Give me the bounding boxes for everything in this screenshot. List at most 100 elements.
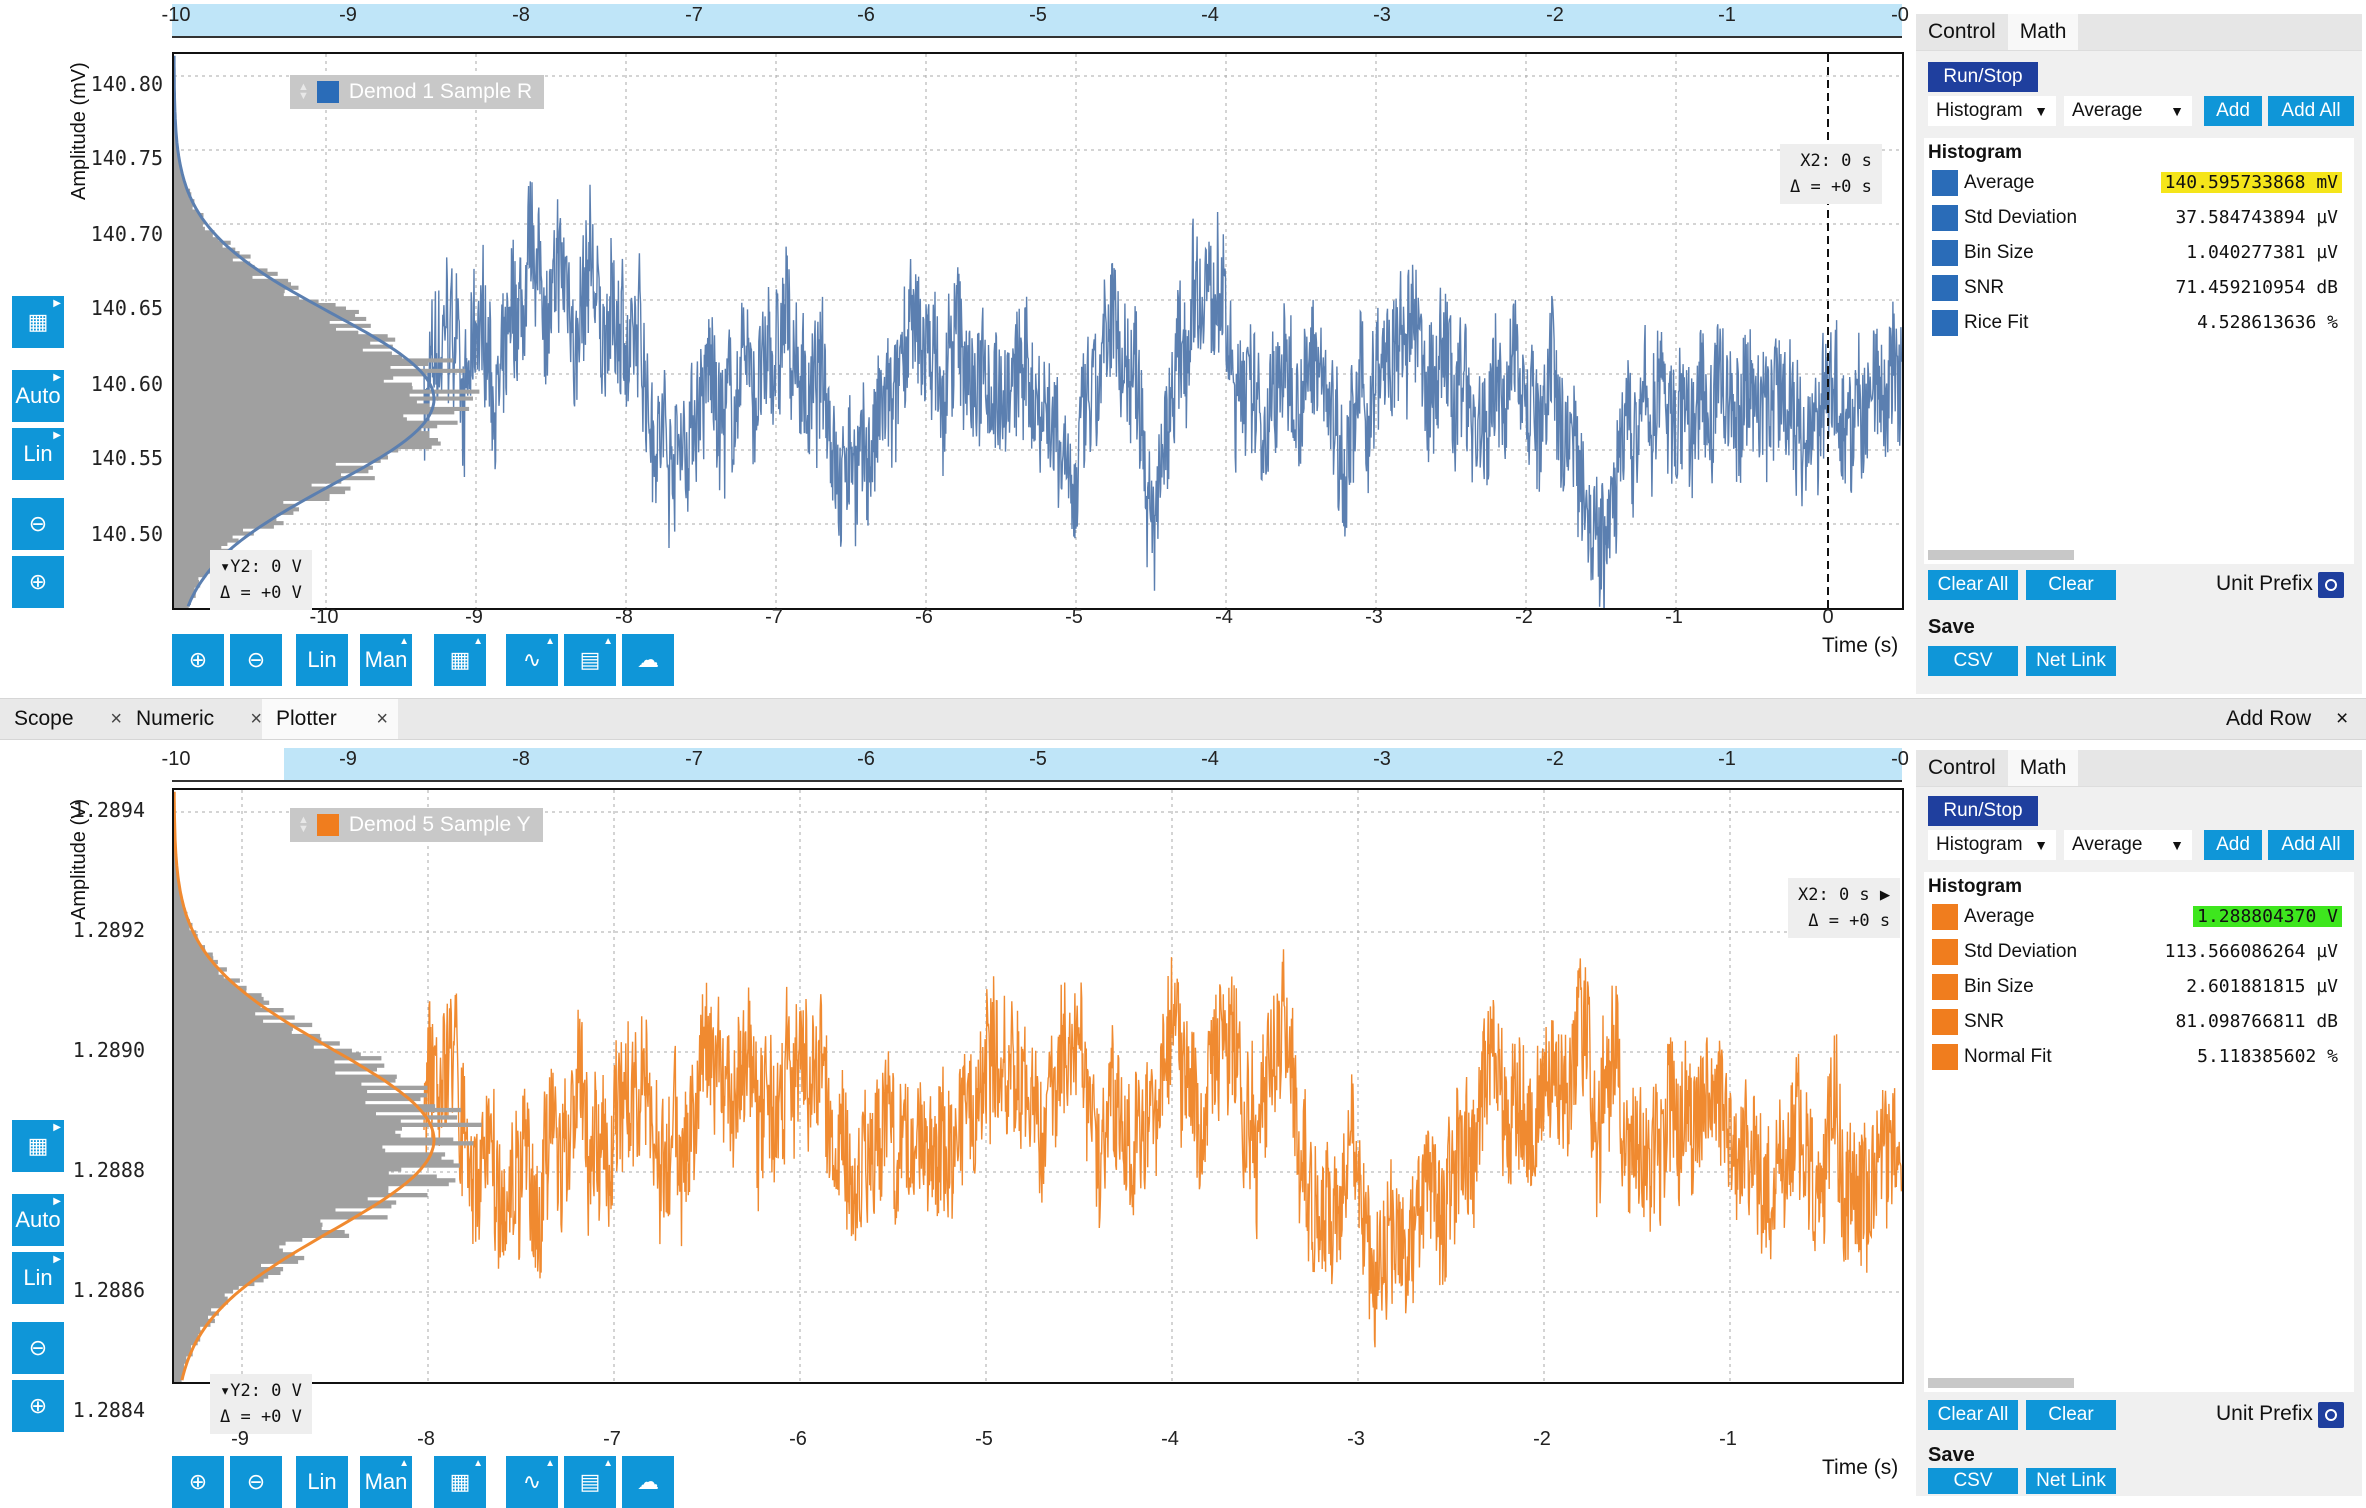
zoom-in-y-button[interactable]: ⊕ (12, 1380, 64, 1432)
grid-button[interactable]: ▦ ▶ (12, 1120, 64, 1172)
clear-all-button[interactable]: Clear All (1928, 570, 2018, 600)
tab-plotter[interactable]: Plotter × (262, 699, 398, 739)
clear-button[interactable]: Clear (2026, 570, 2116, 600)
auto-scale-button[interactable]: Auto ▶ (12, 1194, 64, 1246)
close-icon[interactable]: × (2336, 707, 2349, 730)
net-link-button[interactable]: Net Link (2026, 646, 2116, 676)
export-button[interactable]: ▤ ▲ (564, 1456, 616, 1508)
histogram-bin (174, 1170, 389, 1176)
tab-math[interactable]: Math (2007, 750, 2079, 786)
result-row[interactable]: Bin Size 2.601881815 µV (1932, 974, 2352, 1002)
result-row[interactable]: Rice Fit 4.528613636 % (1932, 310, 2352, 338)
net-link-button[interactable]: Net Link (2026, 1468, 2116, 1494)
result-row[interactable]: SNR 71.459210954 dB (1932, 275, 2352, 303)
histogram-bin (174, 1174, 437, 1179)
tab-scope[interactable]: Scope × (0, 699, 132, 739)
series-swatch (1932, 205, 1958, 231)
unit-prefix-toggle[interactable] (2318, 1402, 2344, 1428)
x-range-button[interactable]: Man ▲ (360, 1456, 412, 1508)
add-button[interactable]: Add (2204, 830, 2262, 860)
csv-button[interactable]: CSV (1928, 1468, 2018, 1494)
x-range-button[interactable]: Man ▲ (360, 634, 412, 686)
result-row[interactable]: SNR 81.098766811 dB (1932, 1009, 2352, 1037)
add-row-button[interactable]: Add Row (2226, 707, 2312, 730)
result-row[interactable]: Normal Fit 5.118385602 % (1932, 1044, 2352, 1072)
upload-button[interactable]: ☁ (622, 634, 674, 686)
histogram-bin (174, 521, 284, 526)
csv-button[interactable]: CSV (1928, 646, 2018, 676)
overview-tick-label: -6 (857, 4, 875, 26)
close-icon[interactable]: × (110, 708, 122, 730)
plot-area[interactable] (172, 52, 1904, 610)
bottom-time-overview-axis[interactable]: -10 -9 -8 -7 -6 -5 -4 -3 -2 -1 -0 (162, 748, 1909, 782)
run-stop-button[interactable]: Run/Stop (1928, 796, 2038, 826)
zoom-in-y-button[interactable]: ⊕ (12, 556, 64, 608)
horizontal-scrollbar[interactable] (1928, 1378, 2074, 1388)
histogram-bin (174, 348, 363, 353)
statistic-select[interactable]: Average ▼ (2064, 96, 2192, 126)
x-tick-label: -6 (789, 1428, 807, 1450)
add-all-button[interactable]: Add All (2268, 830, 2354, 860)
cloud-upload-icon: ☁ (637, 647, 659, 672)
result-row[interactable]: Std Deviation 37.584743894 µV (1932, 205, 2352, 233)
button-label: Lin (307, 647, 337, 672)
run-stop-button[interactable]: Run/Stop (1928, 62, 2038, 92)
grid-button[interactable]: ▦ ▲ (434, 1456, 486, 1508)
result-row[interactable]: Bin Size 1.040277381 µV (1932, 240, 2352, 268)
statistic-select[interactable]: Average ▼ (2064, 830, 2192, 860)
clear-button[interactable]: Clear (2026, 1400, 2116, 1430)
top-time-overview-axis[interactable]: -10 -9 -8 -7 -6 -5 -4 -3 -2 -1 -0 (162, 4, 1909, 38)
export-button[interactable]: ▤ ▲ (564, 634, 616, 686)
result-row[interactable]: Average 1.288804370 V (1932, 904, 2352, 932)
operation-select[interactable]: Histogram ▼ (1928, 96, 2056, 126)
histogram-bin (174, 1281, 255, 1287)
histogram-bin (174, 1363, 184, 1368)
histogram-bin (174, 1037, 322, 1042)
grid-button[interactable]: ▦ ▶ (12, 296, 64, 348)
result-value: 5.118385602 % (2197, 1046, 2338, 1067)
series-legend[interactable]: ▲ ▼ Demod 1 Sample R (290, 75, 545, 109)
x-scale-button[interactable]: Lin (296, 1456, 348, 1508)
tab-control[interactable]: Control (1928, 20, 1996, 43)
tab-math[interactable]: Math (2007, 14, 2079, 50)
histogram-bin (174, 1296, 228, 1301)
tab-control[interactable]: Control (1928, 756, 1996, 779)
histogram-bin (174, 334, 388, 339)
math-button[interactable]: ∿ ▲ (506, 1456, 558, 1508)
histogram-bin (174, 254, 251, 259)
add-all-button[interactable]: Add All (2268, 96, 2354, 126)
zoom-out-y-button[interactable]: ⊖ (12, 1322, 64, 1374)
y-scale-button[interactable]: Lin ▶ (12, 1252, 64, 1304)
upload-button[interactable]: ☁ (622, 1456, 674, 1508)
math-button[interactable]: ∿ ▲ (506, 634, 558, 686)
plot-area[interactable] (172, 788, 1904, 1384)
zoom-out-y-button[interactable]: ⊖ (12, 498, 64, 550)
y-scale-button[interactable]: Lin ▶ (12, 428, 64, 480)
result-row[interactable]: Average 140.595733868 mV (1932, 170, 2352, 198)
add-button[interactable]: Add (2204, 96, 2262, 126)
auto-scale-button[interactable]: Auto ▶ (12, 370, 64, 422)
series-legend[interactable]: ▲ ▼ Demod 5 Sample Y (290, 808, 543, 842)
grid-button[interactable]: ▦ ▲ (434, 634, 486, 686)
unit-prefix-toggle[interactable] (2318, 572, 2344, 598)
histogram-bin (174, 271, 278, 276)
x-tick-label: -10 (309, 606, 339, 628)
x-scale-button[interactable]: Lin (296, 634, 348, 686)
histogram-bin (174, 893, 182, 898)
histogram-bin (174, 1233, 350, 1238)
legend-order-icon[interactable]: ▲ ▼ (298, 814, 309, 835)
histogram-bin (174, 496, 330, 501)
legend-order-icon[interactable]: ▲ ▼ (298, 81, 309, 102)
tab-numeric[interactable]: Numeric × (122, 699, 272, 739)
histogram-bin (174, 1178, 456, 1183)
zoom-out-x-button[interactable]: ⊖ (230, 634, 282, 686)
close-icon[interactable]: × (376, 708, 388, 730)
clear-all-button[interactable]: Clear All (1928, 1400, 2018, 1430)
close-icon[interactable]: × (250, 708, 262, 730)
zoom-in-x-button[interactable]: ⊕ (172, 1456, 224, 1508)
operation-select[interactable]: Histogram ▼ (1928, 830, 2056, 860)
result-row[interactable]: Std Deviation 113.566086264 µV (1932, 939, 2352, 967)
horizontal-scrollbar[interactable] (1928, 550, 2074, 560)
zoom-out-x-button[interactable]: ⊖ (230, 1456, 282, 1508)
zoom-in-x-button[interactable]: ⊕ (172, 634, 224, 686)
